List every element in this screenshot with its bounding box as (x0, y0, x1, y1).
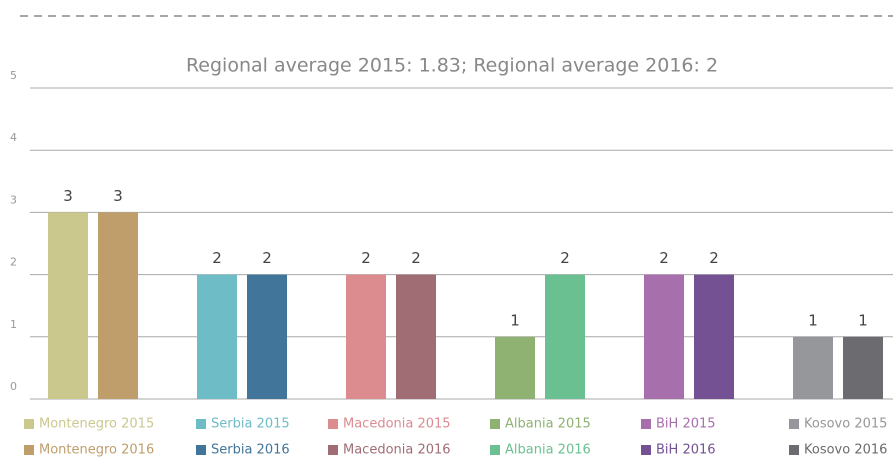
legend-swatch (490, 419, 500, 429)
bar (694, 274, 734, 399)
legend-label: Albania 2016 (505, 443, 591, 457)
bar (843, 336, 883, 399)
legend-label: Montenegro 2015 (39, 417, 154, 432)
legend-swatch (641, 445, 651, 455)
y-tick-label: 5 (10, 69, 17, 82)
legend-swatch (328, 445, 338, 455)
bar (396, 274, 436, 399)
value-label: 1 (808, 311, 818, 329)
legend-swatch (196, 419, 206, 429)
value-label: 2 (659, 249, 669, 267)
legend-swatch (490, 445, 500, 455)
value-label: 2 (361, 249, 371, 267)
legend-label: BiH 2016 (656, 443, 716, 457)
value-label: 2 (560, 249, 570, 267)
bar (495, 336, 535, 399)
value-label: 3 (113, 187, 123, 205)
y-tick-label: 1 (10, 318, 17, 331)
legend-swatch (789, 445, 799, 455)
legend-label: Serbia 2016 (211, 443, 290, 457)
value-label: 1 (858, 311, 868, 329)
legend-label: Kosovo 2016 (804, 443, 887, 457)
legend-swatch (24, 419, 34, 429)
bar (247, 274, 287, 399)
legend-label: Serbia 2015 (211, 417, 290, 432)
bar (545, 274, 585, 399)
legend-label: Macedonia 2015 (343, 417, 451, 432)
y-tick-label: 4 (10, 131, 17, 144)
legend-label: Macedonia 2016 (343, 443, 451, 457)
y-tick-label: 3 (10, 193, 17, 206)
legend-label: Albania 2015 (505, 417, 591, 432)
value-label: 2 (411, 249, 421, 267)
bar (644, 274, 684, 399)
legend-label: Montenegro 2016 (39, 443, 154, 457)
bar (346, 274, 386, 399)
bar (98, 212, 138, 399)
legend-swatch (789, 419, 799, 429)
legend-label: Kosovo 2015 (804, 417, 887, 432)
value-label: 3 (63, 187, 73, 205)
legend-swatch (196, 445, 206, 455)
legend-label: BiH 2015 (656, 417, 716, 432)
legend-swatch (328, 419, 338, 429)
legend-swatch (641, 419, 651, 429)
bar (48, 212, 88, 399)
value-label: 2 (212, 249, 222, 267)
chart-subtitle: Regional average 2015: 1.83; Regional av… (186, 55, 718, 77)
bar (793, 336, 833, 399)
legend-swatch (24, 445, 34, 455)
value-label: 2 (709, 249, 719, 267)
y-tick-label: 0 (10, 380, 17, 393)
value-label: 2 (262, 249, 272, 267)
value-label: 1 (510, 311, 520, 329)
bar (197, 274, 237, 399)
y-tick-label: 2 (10, 256, 17, 269)
